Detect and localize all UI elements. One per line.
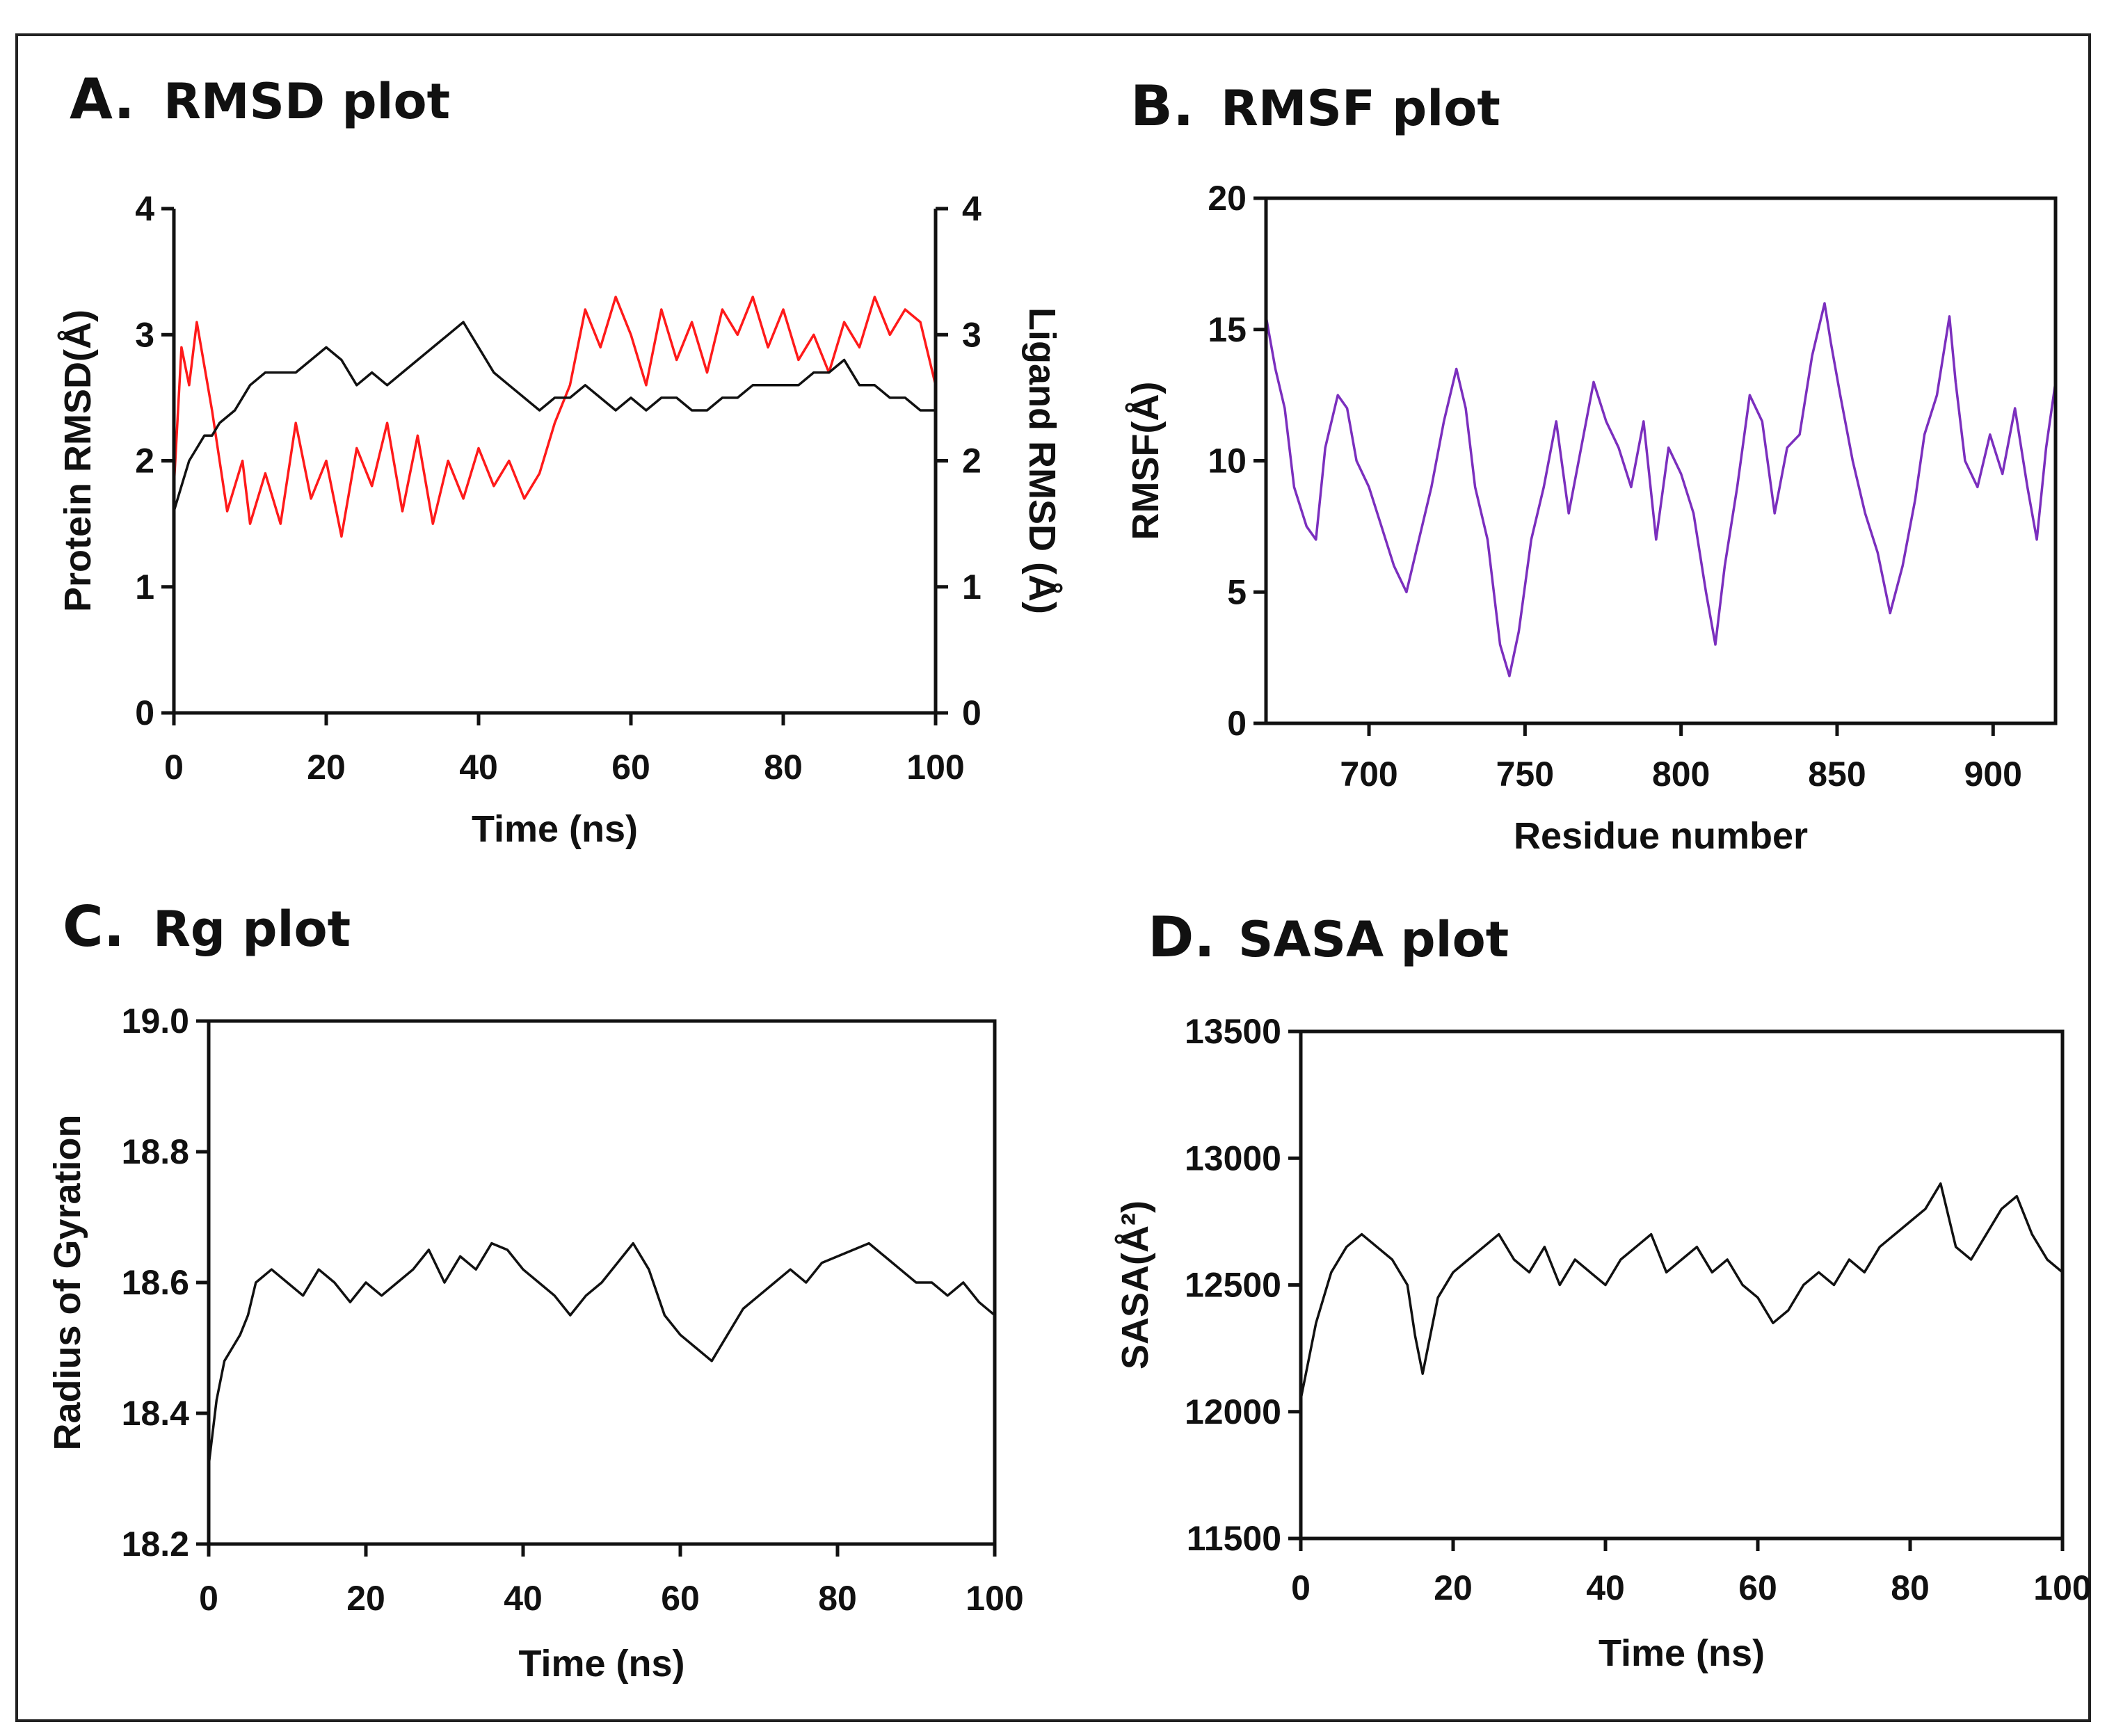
y-tick-label: 4	[135, 189, 154, 228]
y2-tick-label: 4	[962, 189, 982, 228]
x-tick-label: 40	[1586, 1568, 1625, 1607]
x-tick-label: 750	[1496, 755, 1554, 794]
y-axis-title: RMSF(Å)	[1125, 382, 1167, 540]
x-tick-label: 0	[1291, 1568, 1311, 1607]
axis-frame	[172, 209, 938, 715]
series-line-rmsf	[1266, 302, 2056, 677]
y-tick-label: 18.2	[122, 1525, 189, 1564]
x-tick-label: 60	[1738, 1568, 1777, 1607]
x-tick-label: 60	[661, 1579, 700, 1618]
y2-tick-label: 0	[962, 693, 982, 732]
y-tick-label: 13500	[1185, 1012, 1281, 1051]
y2-tick-label: 1	[962, 568, 982, 606]
x-axis-title: Residue number	[1514, 815, 1808, 857]
y-tick-label: 18.8	[122, 1132, 189, 1171]
y-tick-label: 13000	[1185, 1139, 1281, 1178]
x-tick-label: 40	[504, 1579, 543, 1618]
x-tick-label: 100	[2033, 1568, 2091, 1607]
y-tick-label: 12500	[1185, 1266, 1281, 1305]
series-line-ligand-rmsd	[174, 296, 936, 538]
panel-title: RMSF plot	[1221, 80, 1500, 137]
panel-rg: C. Rg plot 0 20 40 60 80 100 18.2 18.4 18.6 18.8 19.…	[47, 894, 1024, 1685]
panel-title: RMSD plot	[163, 73, 450, 130]
x-tick-label: 80	[1891, 1568, 1930, 1607]
x-tick-label: 20	[1434, 1568, 1473, 1607]
x-tick-label: 800	[1652, 755, 1710, 794]
series-line-protein-rmsd	[174, 321, 936, 512]
x-tick-label: 700	[1340, 755, 1397, 794]
y-axis-title: Radius of Gyration	[47, 1114, 88, 1450]
panel-letter: C.	[63, 894, 125, 959]
y-tick-label: 12000	[1185, 1392, 1281, 1431]
x-tick-label: 60	[611, 748, 650, 787]
panel-rmsf: B. RMSF plot 700 750 800 850 900 0 5 10 15 20 Residu…	[1125, 74, 2058, 857]
x-tick-label: 0	[164, 748, 184, 787]
y-tick-label: 2	[135, 442, 154, 481]
y-tick-label: 3	[135, 315, 154, 354]
figure-border	[15, 33, 2091, 1722]
x-tick-label: 850	[1808, 755, 1866, 794]
y-tick-label: 20	[1208, 179, 1247, 218]
y-tick-label: 11500	[1187, 1519, 1281, 1558]
y-tick-label: 18.6	[122, 1263, 189, 1302]
y-tick-label: 10	[1208, 442, 1247, 481]
x-axis-title: Time (ns)	[472, 808, 638, 850]
x-tick-label: 900	[1964, 755, 2022, 794]
x-axis-title: Time (ns)	[518, 1643, 684, 1685]
x-tick-label: 80	[764, 748, 803, 787]
series-line-sasa	[1301, 1182, 2062, 1399]
y2-tick-label: 3	[962, 315, 982, 354]
x-tick-label: 40	[459, 748, 498, 787]
axis-frame	[1299, 1029, 2065, 1541]
x-axis-title: Time (ns)	[1599, 1632, 1765, 1674]
axis-frame	[1264, 196, 2058, 725]
x-tick-label: 80	[818, 1579, 857, 1618]
panel-letter: D.	[1148, 905, 1215, 970]
x-tick-label: 20	[346, 1579, 385, 1618]
series-line-rg	[209, 1241, 995, 1466]
y-axis-title: SASA(Å²)	[1114, 1200, 1156, 1369]
x-tick-label: 100	[906, 748, 964, 787]
y-tick-label: 15	[1208, 310, 1247, 349]
y-tick-label: 5	[1227, 572, 1247, 611]
panel-letter: B.	[1130, 74, 1194, 138]
panel-title: SASA plot	[1238, 911, 1509, 968]
x-tick-label: 20	[307, 748, 346, 787]
x-tick-label: 100	[966, 1579, 1023, 1618]
y-tick-label: 19.0	[122, 1002, 189, 1040]
y-tick-label: 0	[135, 693, 154, 732]
x-tick-label: 0	[199, 1579, 218, 1618]
panel-title: Rg plot	[153, 901, 351, 958]
y-tick-label: 1	[135, 568, 154, 606]
y-tick-label: 18.4	[122, 1394, 190, 1433]
y2-axis-title: Ligand RMSD (Å)	[1021, 307, 1063, 614]
y2-tick-label: 2	[962, 442, 982, 481]
panel-letter: A.	[70, 67, 135, 131]
y-axis-title: Protein RMSD(Å)	[57, 310, 99, 612]
y-tick-label: 0	[1227, 704, 1247, 743]
panel-sasa: D. SASA plot 0 20 40 60 80 100 11500 12000 12500 13…	[1114, 905, 2092, 1674]
